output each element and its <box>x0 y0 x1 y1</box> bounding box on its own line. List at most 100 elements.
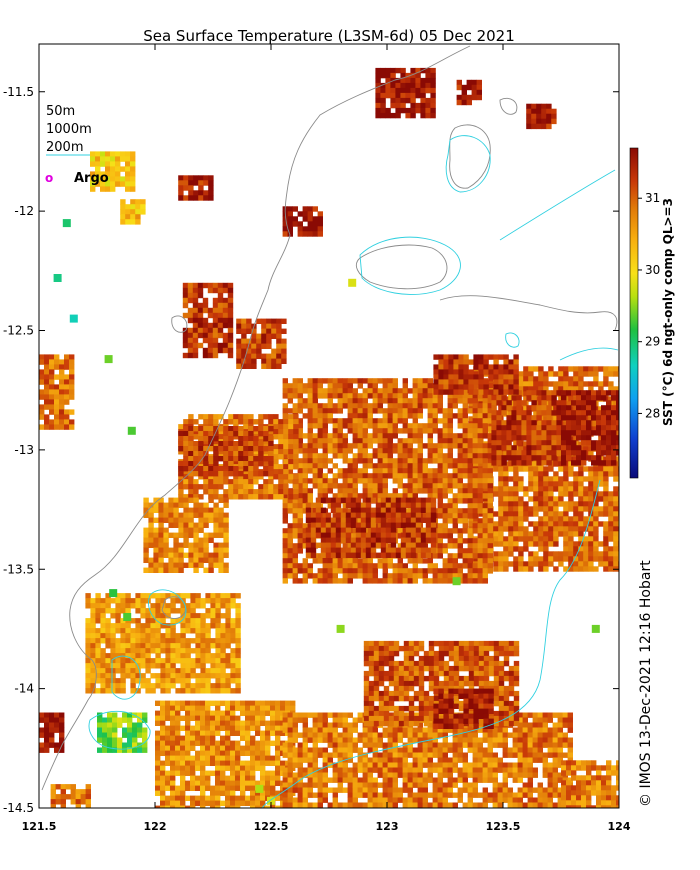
sst-cell <box>503 511 509 517</box>
sst-cell <box>168 507 174 513</box>
sst-cell <box>175 800 181 806</box>
sst-cell <box>288 434 294 440</box>
sst-cell <box>603 476 609 482</box>
sst-cell <box>307 453 313 459</box>
sst-cell <box>85 668 91 674</box>
sst-cell <box>155 598 161 604</box>
sst-cell <box>452 563 458 569</box>
sst-cell <box>260 745 266 751</box>
sst-cell <box>583 546 589 552</box>
sst-cell <box>268 461 274 467</box>
sst-cell <box>173 532 179 538</box>
sst-cell <box>380 532 387 538</box>
sst-cell <box>427 383 433 389</box>
sst-cell <box>310 512 317 518</box>
sst-cell <box>312 463 318 469</box>
sst-cell <box>467 488 473 494</box>
sst-cell <box>210 750 216 756</box>
sst-cell <box>223 547 229 553</box>
sst-cell <box>387 563 393 569</box>
sst-cell <box>372 463 378 469</box>
sst-cell <box>521 460 527 466</box>
sst-cell <box>190 688 196 694</box>
sst-cell <box>583 526 589 532</box>
sst-cell <box>175 633 181 639</box>
sst-cell <box>573 471 579 477</box>
sst-cell <box>158 557 164 563</box>
sst-cell <box>218 527 224 533</box>
sst-cell <box>601 415 607 421</box>
sst-cell <box>437 433 443 439</box>
sst-cell <box>200 775 206 781</box>
sst-cell <box>382 418 388 424</box>
sst-cell <box>375 537 382 543</box>
sst-cell <box>563 521 569 527</box>
sst-cell <box>120 648 126 654</box>
sst-cell <box>571 430 577 436</box>
sst-cell <box>248 441 254 447</box>
sst-cell <box>145 593 151 599</box>
sst-cell <box>342 418 348 424</box>
sst-cell <box>472 568 478 574</box>
sst-cell <box>493 466 499 472</box>
sst-cell <box>588 546 594 552</box>
sst-cell <box>195 710 201 716</box>
sst-cell <box>548 481 554 487</box>
sst-cell <box>568 396 574 402</box>
sst-cell <box>213 517 219 523</box>
sst-cell <box>521 425 527 431</box>
sst-cell <box>543 486 549 492</box>
sst-cell <box>302 523 308 529</box>
sst-cell <box>377 403 383 409</box>
sst-cell <box>548 541 554 547</box>
sst-cell <box>163 512 169 518</box>
sst-cell <box>200 648 206 654</box>
sst-cell <box>452 528 458 534</box>
sst-cell <box>385 522 392 528</box>
sst-cell <box>603 541 609 547</box>
sst-cell <box>422 473 428 479</box>
sst-cell <box>521 400 527 406</box>
sst-cell <box>578 506 584 512</box>
sst-cell <box>235 663 241 669</box>
sst-cell <box>135 638 141 644</box>
sst-cell <box>588 491 594 497</box>
sst-cell <box>377 473 383 479</box>
sst-cell <box>288 494 294 500</box>
sst-cell <box>566 450 572 456</box>
sst-cell <box>203 507 209 513</box>
sst-cell <box>578 441 584 447</box>
sst-cell <box>148 532 154 538</box>
sst-cell <box>297 533 303 539</box>
sst-cell <box>302 463 308 469</box>
sst-cell <box>342 568 348 574</box>
sst-cell <box>278 494 284 500</box>
sst-cell <box>220 613 226 619</box>
sst-cell <box>452 513 458 519</box>
sst-cell <box>350 547 357 553</box>
sst-cell <box>115 643 121 649</box>
sst-cell <box>578 466 584 472</box>
sst-cell <box>250 775 256 781</box>
sst-cell <box>462 448 468 454</box>
sst-cell <box>240 790 246 796</box>
sst-cell <box>302 503 308 509</box>
sst-cell <box>140 653 146 659</box>
sst-cell <box>240 745 246 751</box>
sst-cell <box>417 573 423 579</box>
sst-cell <box>198 456 204 462</box>
sst-cell <box>225 750 231 756</box>
sst-cell <box>268 471 274 477</box>
sst-cell <box>503 521 509 527</box>
sst-cell <box>613 371 619 377</box>
sst-cell <box>283 449 289 455</box>
sst-cell <box>513 511 519 517</box>
sst-cell <box>193 527 199 533</box>
sst-cell <box>213 461 219 467</box>
sst-cell <box>601 420 607 426</box>
sst-cell <box>305 507 312 513</box>
sst-cell <box>503 451 509 457</box>
sst-cell <box>543 506 549 512</box>
sst-cell <box>395 517 402 523</box>
sst-cell <box>551 420 557 426</box>
